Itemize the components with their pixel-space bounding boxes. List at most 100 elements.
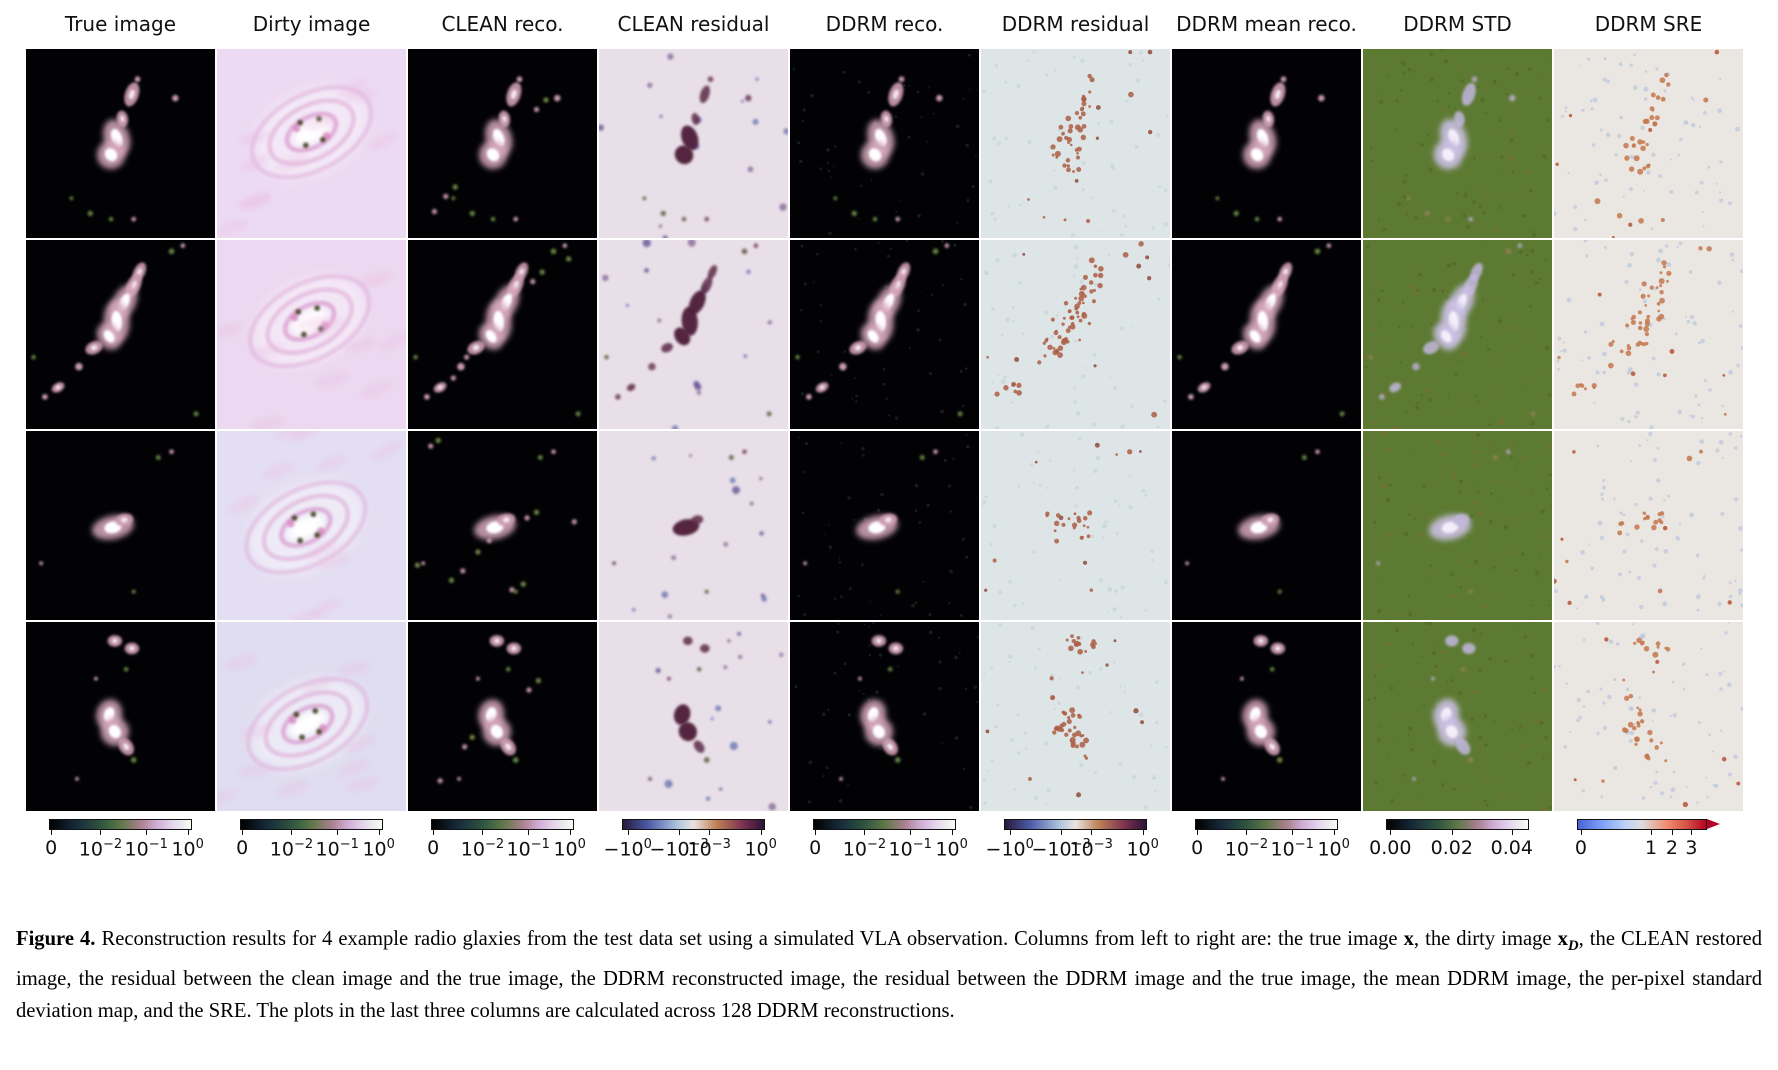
column-header-clean-residual: CLEAN residual bbox=[617, 12, 770, 36]
colorbar-tick-label: 0.00 bbox=[1369, 837, 1411, 859]
colorbar-tick bbox=[760, 830, 762, 835]
colorbar-tick bbox=[709, 830, 711, 835]
colorbar-gradient-ddrm-residual bbox=[1004, 819, 1147, 830]
colorbar-tick bbox=[337, 830, 339, 835]
column-headers: True image Dirty image CLEAN reco. CLEAN re… bbox=[26, 12, 1743, 36]
colorbar-tick-label: 100 bbox=[553, 837, 585, 860]
tick-label-exponent: −3 bbox=[1071, 837, 1091, 852]
tick-label-base: −10 bbox=[649, 838, 690, 861]
panel-row3-true-image bbox=[26, 431, 215, 620]
colorbar-gradient-dirty-image bbox=[240, 819, 383, 830]
colorbar-tick-label: 100 bbox=[362, 837, 394, 860]
colorbar-tick-labels: 0.00 0.02 0.04 bbox=[1369, 837, 1533, 867]
caption-segment: D bbox=[1567, 938, 1579, 955]
colorbar-tick bbox=[679, 830, 681, 835]
colorbar-tick-label: −100 bbox=[604, 837, 652, 860]
colorbar-tick bbox=[569, 830, 571, 835]
colorbar-tick-label: 100 bbox=[744, 837, 776, 860]
tick-label-base: 10 bbox=[1126, 838, 1151, 861]
colorbar-tick-label: 100 bbox=[935, 837, 967, 860]
panel-row1-clean-residual bbox=[599, 49, 788, 238]
colorbar-tick bbox=[815, 830, 817, 835]
tick-label-exponent: −1 bbox=[339, 837, 359, 852]
colorbar-tick-label: −10−3 bbox=[650, 837, 709, 860]
column-header-ddrm-std: DDRM STD bbox=[1403, 12, 1512, 36]
colorbar-gradient-ddrm-sre bbox=[1577, 819, 1707, 830]
panel-row4-ddrm-std bbox=[1363, 622, 1552, 811]
panel-row3-dirty-image bbox=[217, 431, 406, 620]
tick-label-base: 1 bbox=[1645, 837, 1658, 859]
column-header-clean-reco: CLEAN reco. bbox=[441, 12, 564, 36]
panel-row2-ddrm-reco bbox=[790, 240, 979, 429]
colorbar-clean-reco: 0 10−2 10−1 100 bbox=[408, 817, 597, 877]
tick-label-base: 10 bbox=[553, 838, 578, 861]
tick-label-exponent: −3 bbox=[689, 837, 709, 852]
colorbar-ddrm-std: 0.00 0.02 0.04 bbox=[1363, 817, 1552, 877]
colorbar-ddrm-reco: 0 10−2 10−1 100 bbox=[790, 817, 979, 877]
tick-label-base: 10 bbox=[460, 838, 485, 861]
colorbar-tick bbox=[51, 830, 53, 835]
tick-label-exponent: −1 bbox=[1294, 837, 1314, 852]
panel-row1-true-image bbox=[26, 49, 215, 238]
tick-label-base: 0 bbox=[1191, 837, 1204, 859]
caption-segment: , the dirty image bbox=[1413, 928, 1558, 950]
panel-row1-ddrm-reco bbox=[790, 49, 979, 238]
tick-label-base: 10 bbox=[124, 838, 149, 861]
panel-row1-clean-reco bbox=[408, 49, 597, 238]
colorbar-tick-label: 10−2 bbox=[1225, 837, 1268, 860]
colorbar-tick-label: −10−3 bbox=[1032, 837, 1091, 860]
colorbar-tick bbox=[291, 830, 293, 835]
colorbar-tick-label: 3 bbox=[1685, 837, 1697, 859]
colorbar-tick bbox=[1292, 830, 1294, 835]
tick-label-exponent: −2 bbox=[293, 837, 314, 852]
tick-label-exponent: 0 bbox=[1025, 837, 1034, 852]
colorbar-tick bbox=[1511, 830, 1513, 835]
tick-label-exponent: 0 bbox=[1341, 837, 1350, 852]
column-header-ddrm-sre: DDRM SRE bbox=[1594, 12, 1703, 36]
tick-label-base: 10 bbox=[935, 838, 960, 861]
colorbar-tick-label: 0 bbox=[809, 837, 821, 859]
colorbar-tick-labels: 0 10−2 10−1 100 bbox=[236, 837, 395, 867]
colorbar-tick bbox=[1246, 830, 1248, 835]
colorbar-tick-label: 100 bbox=[1126, 837, 1158, 860]
colorbar-tick-labels: 0 10−2 10−1 100 bbox=[427, 837, 586, 867]
panel-row4-true-image bbox=[26, 622, 215, 811]
colorbar-tick bbox=[146, 830, 148, 835]
tick-label-exponent: 0 bbox=[577, 837, 586, 852]
colorbar-tick-label: 10−1 bbox=[125, 837, 168, 860]
panel-row4-clean-reco bbox=[408, 622, 597, 811]
tick-label-base: 10 bbox=[842, 838, 867, 861]
tick-label-base: 10 bbox=[1317, 838, 1342, 861]
panel-row3-ddrm-reco bbox=[790, 431, 979, 620]
tick-label-base: 10 bbox=[1270, 838, 1295, 861]
tick-label-exponent: 0 bbox=[195, 837, 204, 852]
column-header-ddrm-residual: DDRM residual bbox=[1001, 12, 1150, 36]
image-grid bbox=[26, 49, 1743, 811]
panel-row4-dirty-image bbox=[217, 622, 406, 811]
caption-segment: Figure 4. bbox=[16, 928, 96, 950]
tick-label-base: 0 bbox=[45, 837, 58, 859]
colorbar-gradient-true-image bbox=[49, 819, 192, 830]
colorbar-gradient-ddrm-mean-reco bbox=[1195, 819, 1338, 830]
figure-caption: Figure 4. Reconstruction results for 4 e… bbox=[16, 923, 1762, 1028]
tick-label-exponent: −2 bbox=[484, 837, 505, 852]
panel-row1-dirty-image bbox=[217, 49, 406, 238]
tick-label-base: 10 bbox=[362, 838, 387, 861]
panel-row3-ddrm-sre bbox=[1554, 431, 1743, 620]
tick-label-base: 10 bbox=[78, 838, 103, 861]
colorbar-tick bbox=[910, 830, 912, 835]
tick-label-base: 3 bbox=[1685, 837, 1698, 859]
tick-label-base: 2 bbox=[1665, 837, 1678, 859]
colorbar-gradient-ddrm-reco bbox=[813, 819, 956, 830]
caption-segment: x bbox=[1557, 928, 1568, 950]
colorbar-tick-label: 10−2 bbox=[843, 837, 886, 860]
panel-row4-ddrm-residual bbox=[981, 622, 1170, 811]
colorbar-tick-label: 0 bbox=[45, 837, 57, 859]
colorbar-tick-label: 0.04 bbox=[1491, 837, 1533, 859]
tick-label-base: 0.02 bbox=[1430, 837, 1473, 859]
colorbar-tick-label: 10−1 bbox=[1271, 837, 1314, 860]
colorbar-tick-labels: 0 10−2 10−1 100 bbox=[809, 837, 968, 867]
colorbar-tick bbox=[1390, 830, 1392, 835]
column-header-true-image: True image bbox=[64, 12, 177, 36]
tick-label-base: 0.00 bbox=[1369, 837, 1412, 859]
